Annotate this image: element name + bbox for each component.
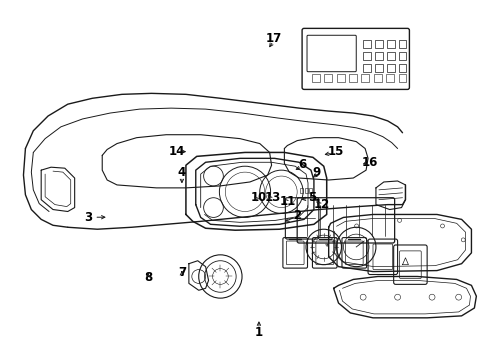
Text: 6: 6 (298, 158, 306, 171)
Bar (361, 74, 368, 82)
Bar (374, 64, 382, 72)
Bar (398, 52, 406, 60)
Text: 7: 7 (178, 266, 185, 279)
Bar (386, 64, 394, 72)
Bar (308, 188, 311, 193)
Bar (324, 74, 331, 82)
Bar (398, 74, 406, 82)
Text: 8: 8 (144, 271, 152, 284)
Bar (374, 52, 382, 60)
Text: 2: 2 (293, 209, 301, 222)
Bar (300, 188, 303, 193)
Text: 17: 17 (264, 32, 281, 45)
Bar (336, 74, 344, 82)
Text: 14: 14 (168, 145, 185, 158)
Bar (398, 40, 406, 48)
Bar (386, 52, 394, 60)
Text: 5: 5 (307, 191, 315, 204)
Text: 16: 16 (361, 156, 377, 169)
Bar (363, 40, 370, 48)
Text: 15: 15 (327, 145, 344, 158)
Bar (304, 188, 307, 193)
Bar (373, 74, 381, 82)
Bar (386, 40, 394, 48)
Bar (311, 74, 319, 82)
Text: 3: 3 (84, 211, 92, 224)
Bar (363, 64, 370, 72)
Text: 4: 4 (178, 166, 185, 179)
Text: 12: 12 (313, 198, 329, 211)
Bar (363, 52, 370, 60)
Bar (386, 74, 393, 82)
Text: 10: 10 (250, 191, 266, 204)
Text: 9: 9 (312, 166, 320, 179)
Text: 1: 1 (254, 326, 263, 339)
Text: 13: 13 (264, 190, 280, 203)
Bar (374, 40, 382, 48)
Bar (398, 64, 406, 72)
Text: 11: 11 (279, 195, 295, 208)
Bar (348, 74, 356, 82)
